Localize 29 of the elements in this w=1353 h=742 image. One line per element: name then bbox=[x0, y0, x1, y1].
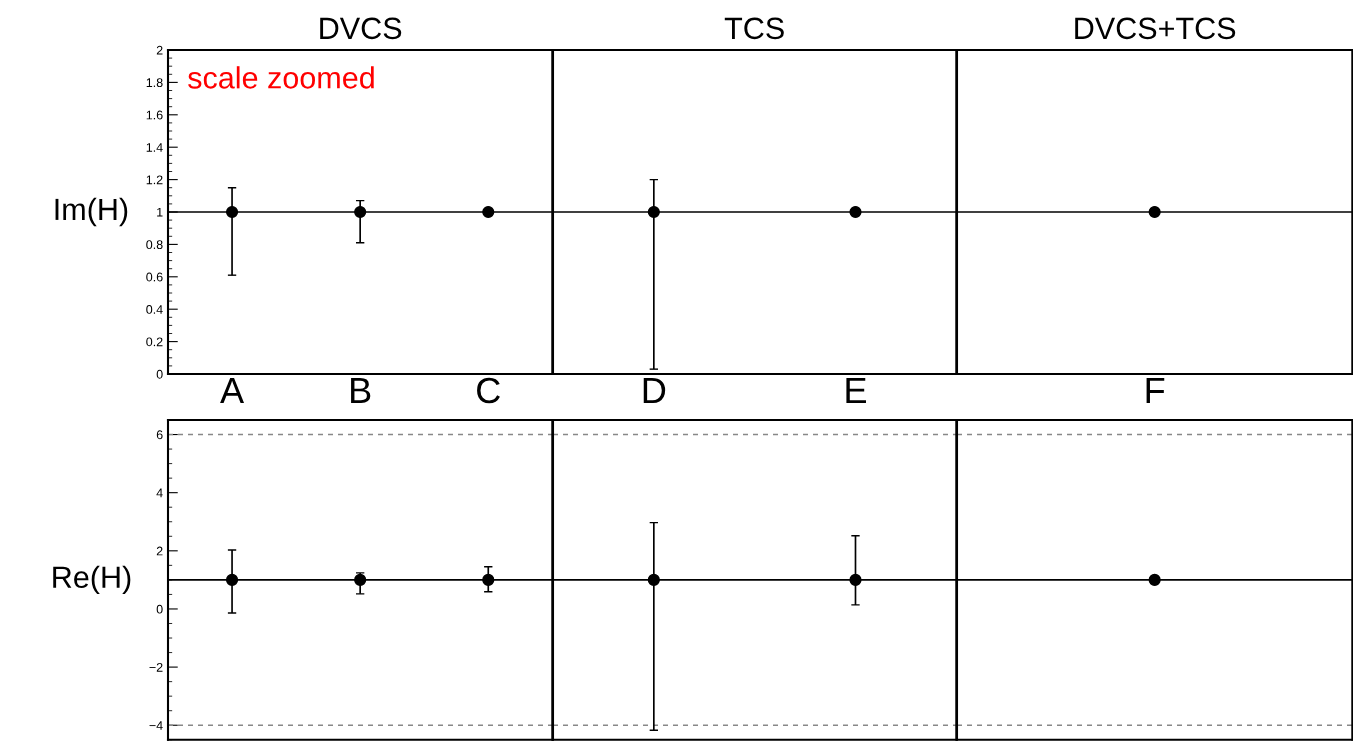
y-axis-title: Im(H) bbox=[55, 197, 128, 227]
y-tick-label: 0.8 bbox=[146, 240, 163, 250]
y-tick-label: 0.4 bbox=[146, 305, 163, 314]
x-tick-label: A bbox=[220, 378, 245, 403]
y-axis-title: Re(H) bbox=[53, 565, 131, 595]
y-tick-label: 0.6 bbox=[146, 272, 163, 282]
y-tick-label: −4 bbox=[149, 721, 163, 730]
y-tick-label: 1.2 bbox=[146, 175, 163, 185]
x-tick-label: E bbox=[846, 378, 866, 403]
y-tick-label: 4 bbox=[156, 488, 163, 498]
y-tick-label: 2 bbox=[156, 546, 163, 556]
chart-title: DVCS bbox=[320, 17, 402, 40]
x-tick-label: F bbox=[1146, 378, 1165, 403]
x-tick-label: B bbox=[351, 378, 371, 403]
y-tick-label: 1.6 bbox=[146, 110, 163, 120]
y-tick-label: 6 bbox=[156, 430, 163, 440]
x-tick-label: D bbox=[643, 378, 666, 403]
y-tick-label: 0 bbox=[156, 369, 163, 379]
annotation: scale zoomed bbox=[188, 66, 374, 89]
chart-title: DVCS+TCS bbox=[1075, 17, 1236, 40]
y-tick-label: 1 bbox=[157, 207, 163, 217]
y-tick-label: 0 bbox=[156, 604, 163, 614]
y-tick-label: 1.8 bbox=[146, 78, 163, 88]
y-tick-label: −2 bbox=[149, 662, 163, 672]
y-tick-label: 1.4 bbox=[146, 143, 163, 152]
chart-title: TCS bbox=[724, 17, 784, 40]
x-tick-label: C bbox=[477, 377, 500, 404]
y-tick-label: 0.2 bbox=[146, 337, 163, 347]
y-tick-label: 2 bbox=[156, 45, 163, 55]
